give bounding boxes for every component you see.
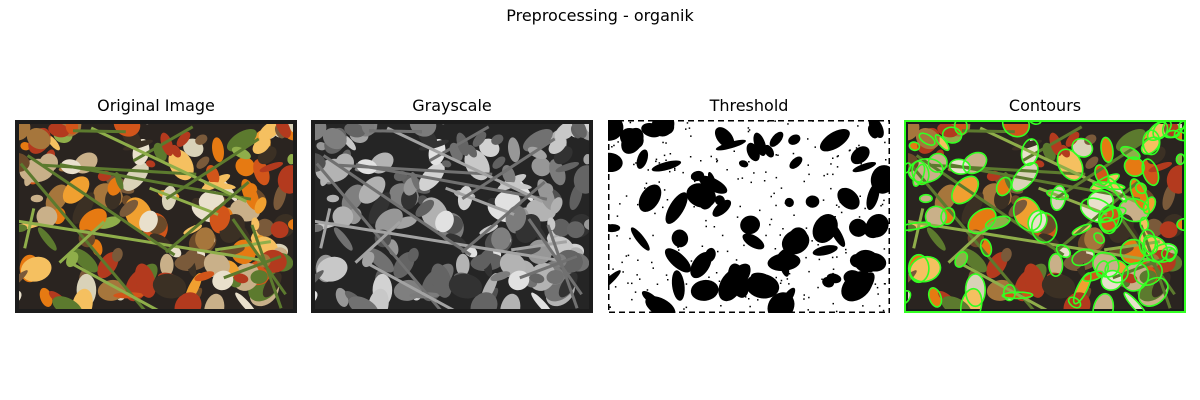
threshold-image xyxy=(608,120,890,313)
panel-title-threshold: Threshold xyxy=(709,96,789,115)
panel-title-original: Original Image xyxy=(97,96,215,115)
panel-grayscale: Grayscale xyxy=(311,95,593,313)
original-image-canvas xyxy=(15,120,297,313)
threshold-image-canvas xyxy=(608,120,890,313)
grayscale-image-canvas xyxy=(311,120,593,313)
grayscale-image xyxy=(311,120,593,313)
panel-title-contours: Contours xyxy=(1008,96,1082,115)
contours-image-canvas xyxy=(904,120,1186,313)
original-image xyxy=(15,120,297,313)
panel-original-image: Original Image xyxy=(15,95,297,313)
panel-title-grayscale: Grayscale xyxy=(412,96,492,115)
figure-title: Preprocessing - organik xyxy=(506,6,694,25)
panel-threshold: Threshold xyxy=(608,95,890,313)
contours-image xyxy=(904,120,1186,313)
panel-contours: Contours xyxy=(904,95,1186,313)
